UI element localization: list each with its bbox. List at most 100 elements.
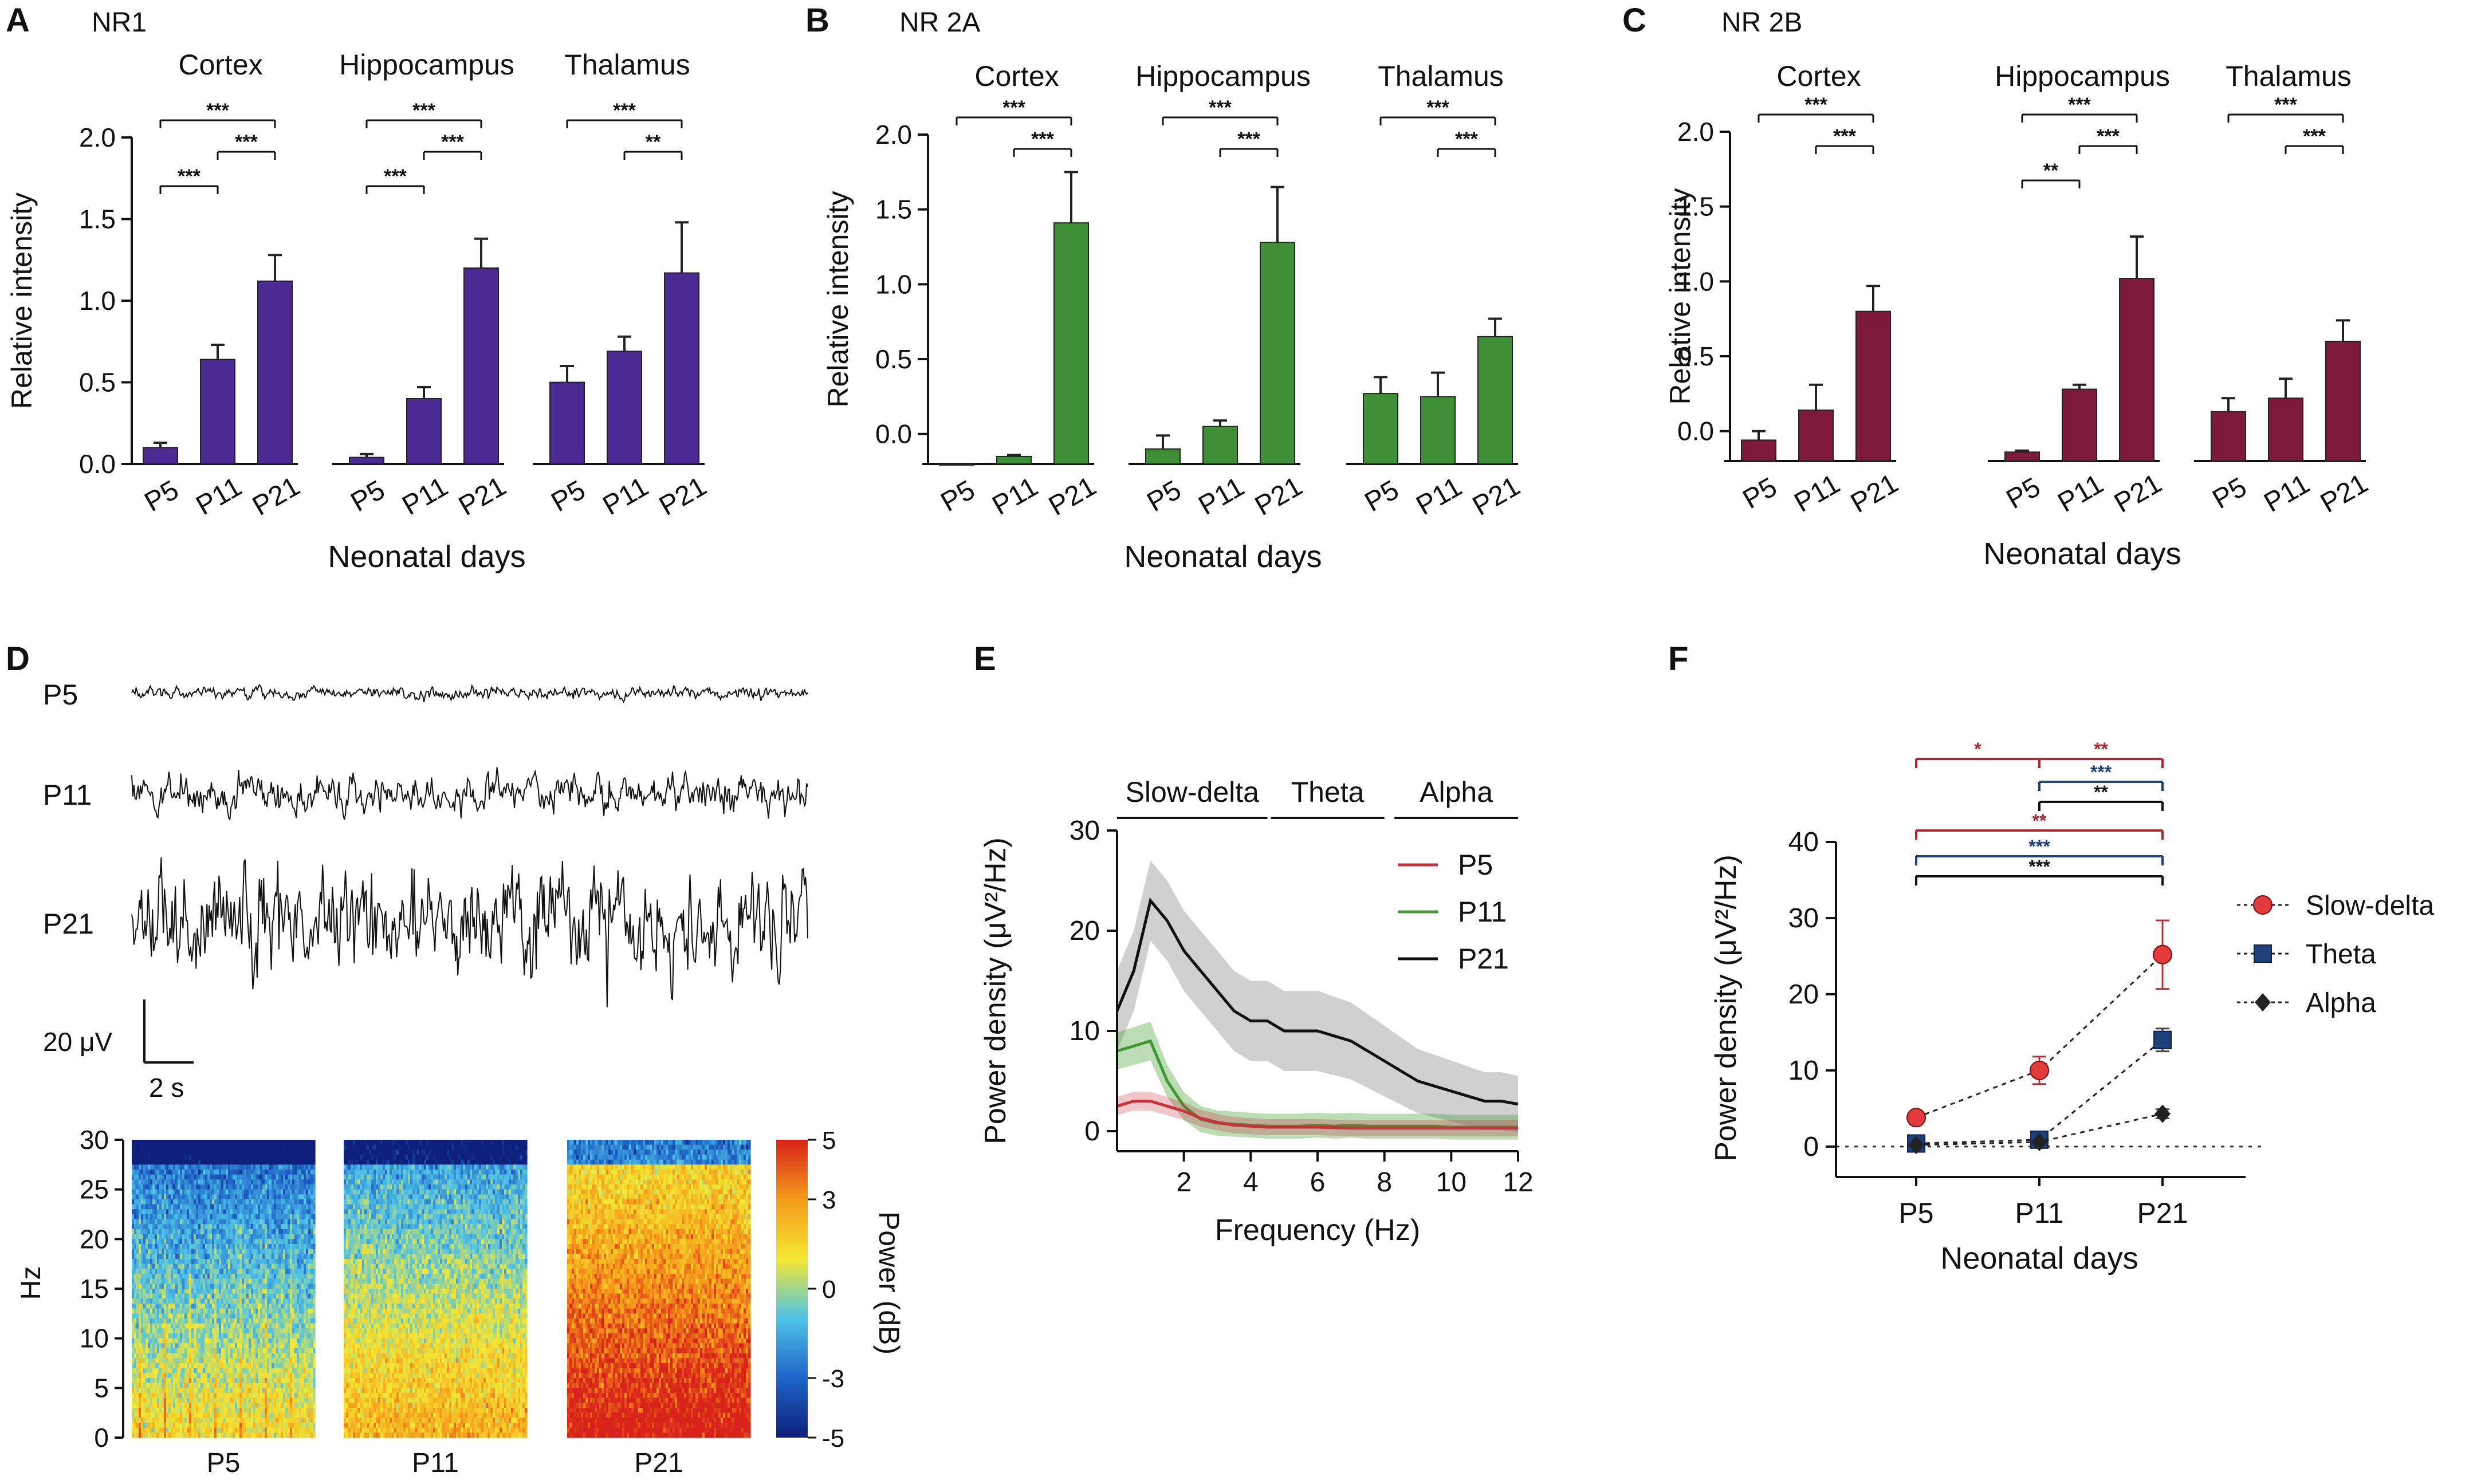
spectrogram-cell — [223, 1224, 226, 1230]
spectrogram-cell — [150, 1194, 153, 1200]
spectrogram-cell — [189, 1383, 192, 1388]
spectrogram-cell — [272, 1269, 274, 1274]
spectrogram-cell — [162, 1214, 164, 1220]
spectrogram-cell — [159, 1323, 162, 1329]
spectrogram-cell — [157, 1263, 160, 1269]
spectrogram-cell — [180, 1348, 183, 1354]
spectrogram-cell — [212, 1388, 215, 1394]
spectrogram-cell — [141, 1328, 144, 1334]
spectrogram-cell — [244, 1304, 247, 1309]
spectrogram-cell — [269, 1244, 272, 1250]
spectrogram-cell — [200, 1234, 203, 1239]
spectrogram-cell — [173, 1333, 176, 1339]
spectrogram-cell — [260, 1418, 263, 1423]
spectrogram-cell — [269, 1274, 272, 1280]
spectrogram-cell — [184, 1328, 187, 1334]
spectrogram-cell — [283, 1408, 286, 1414]
spectrogram-cell — [191, 1383, 194, 1388]
spectrogram-cell — [187, 1254, 190, 1259]
spectrogram-cell — [253, 1229, 256, 1235]
spectrogram-cell — [139, 1144, 141, 1150]
bar — [349, 456, 384, 465]
spectrogram-cell — [184, 1284, 187, 1289]
spectrogram-cell — [205, 1150, 208, 1155]
spectrogram-cell — [285, 1189, 288, 1195]
spectrogram-cell — [139, 1140, 141, 1146]
spectrogram-cell — [178, 1373, 180, 1379]
spectrogram-cell — [301, 1289, 304, 1294]
spectrogram-cell — [274, 1368, 277, 1373]
spectrogram-cell — [146, 1174, 148, 1180]
spectrogram-cell — [223, 1289, 226, 1294]
spectrogram-cell — [180, 1293, 183, 1299]
spectrogram-cell — [221, 1378, 224, 1384]
spectrogram-cell — [283, 1343, 286, 1349]
spectrogram-cell — [155, 1373, 158, 1379]
spectrogram-cell — [272, 1353, 274, 1359]
spectrogram-cell — [203, 1194, 206, 1200]
bar — [996, 455, 1032, 465]
spectrogram-cell — [219, 1403, 222, 1408]
spectrogram-cell — [143, 1239, 146, 1245]
spectrogram-cell — [171, 1254, 174, 1259]
spectrogram-cell — [292, 1140, 295, 1146]
spectrogram-cell — [265, 1293, 268, 1299]
spectrogram-cell — [237, 1328, 240, 1334]
spectrogram-cell — [249, 1368, 251, 1373]
spectrogram-cell — [233, 1164, 235, 1170]
spectrogram-cell — [308, 1358, 311, 1364]
spectrogram-cell — [139, 1328, 141, 1334]
spectrogram-cell — [139, 1244, 141, 1250]
spectrogram-cell — [134, 1343, 137, 1349]
spectrogram-cell — [196, 1408, 199, 1414]
spectrogram-cell — [310, 1388, 313, 1394]
spectrogram-cell — [139, 1383, 141, 1388]
spectrogram-cell — [253, 1408, 256, 1414]
spectrogram-cell — [288, 1214, 290, 1220]
spectrogram-cell — [182, 1358, 185, 1364]
spectrogram-cell — [294, 1308, 297, 1314]
spectrogram-cell — [267, 1259, 270, 1265]
spectrogram-cell — [148, 1144, 151, 1150]
spectrogram-cell — [308, 1318, 311, 1324]
spectrogram-cell — [189, 1174, 192, 1180]
spectrogram-cell — [159, 1274, 162, 1280]
spectrogram-cell — [189, 1323, 192, 1329]
spectrogram-cell — [207, 1155, 210, 1160]
spectrogram-cell — [205, 1209, 208, 1215]
spectrogram-cell — [297, 1150, 300, 1155]
spectrogram-cell — [301, 1214, 304, 1220]
spectrogram-cell — [212, 1209, 215, 1215]
spectrogram-cell — [260, 1189, 263, 1195]
spectrogram-cell — [228, 1318, 231, 1324]
spectrogram-cell — [285, 1293, 288, 1299]
spectrogram-cell — [187, 1423, 190, 1428]
spectrogram-cell — [207, 1224, 210, 1230]
spectrogram-cell — [310, 1263, 313, 1269]
spectrogram-cell — [155, 1219, 158, 1225]
spectrogram-cell — [194, 1184, 196, 1190]
spectrogram-cell — [178, 1358, 180, 1364]
spectrogram-cell — [258, 1293, 261, 1299]
spectrogram-cell — [228, 1348, 231, 1354]
spectrogram-cell — [255, 1348, 258, 1354]
spectrogram-cell — [297, 1278, 300, 1284]
spectrogram-cell — [164, 1408, 167, 1414]
spectrogram-cell — [237, 1308, 240, 1314]
spectrogram-cell — [237, 1204, 240, 1210]
spectrogram-cell — [299, 1214, 302, 1220]
spectrogram-cell — [223, 1423, 226, 1428]
spectrogram-cell — [226, 1293, 229, 1299]
spectrogram-cell — [276, 1259, 279, 1265]
spectrogram-cell — [313, 1412, 316, 1418]
spectrogram-cell — [228, 1140, 231, 1146]
spectrogram-cell — [141, 1224, 144, 1230]
spectrogram-cell — [171, 1308, 174, 1314]
spectrogram-cell — [175, 1229, 178, 1235]
spectrogram-cell — [200, 1144, 203, 1150]
spectrogram-cell — [313, 1184, 316, 1190]
spectrogram-cell — [237, 1403, 240, 1408]
spectrogram-cell — [212, 1164, 215, 1170]
spectrogram-cell — [157, 1418, 160, 1423]
spectrogram-cell — [198, 1388, 201, 1394]
